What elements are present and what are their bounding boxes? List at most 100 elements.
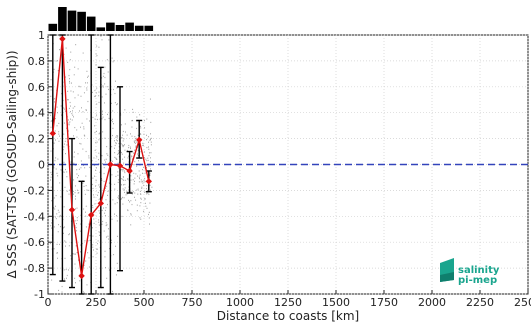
raw-point	[83, 126, 85, 128]
raw-point	[66, 144, 68, 146]
raw-point	[57, 112, 59, 114]
raw-point	[111, 119, 113, 122]
raw-point	[112, 88, 114, 91]
raw-point	[122, 203, 124, 205]
raw-point	[147, 165, 149, 167]
raw-point	[107, 190, 109, 193]
logo-line2: pi-mep	[458, 275, 497, 286]
raw-point	[146, 166, 147, 169]
raw-point	[96, 45, 98, 47]
raw-point	[118, 142, 120, 145]
raw-point	[131, 203, 133, 206]
raw-point	[64, 108, 66, 110]
raw-point	[135, 146, 137, 148]
raw-point	[111, 174, 113, 176]
raw-point	[144, 181, 146, 183]
raw-point	[54, 160, 56, 162]
raw-point	[134, 141, 136, 144]
raw-point	[112, 121, 114, 123]
raw-point	[121, 197, 123, 199]
raw-point	[85, 82, 86, 84]
raw-point	[138, 160, 139, 162]
raw-point	[74, 192, 76, 194]
raw-point	[57, 231, 59, 233]
raw-point	[82, 148, 84, 150]
histogram-bar	[144, 25, 154, 31]
raw-point	[141, 186, 143, 188]
raw-point	[116, 136, 118, 138]
raw-point	[130, 200, 132, 202]
raw-point	[63, 227, 64, 229]
raw-point	[114, 203, 116, 205]
raw-point	[131, 156, 133, 158]
raw-point	[69, 101, 71, 104]
raw-point	[150, 144, 152, 146]
raw-point	[123, 138, 125, 140]
raw-point	[127, 157, 129, 159]
raw-point	[83, 208, 85, 210]
raw-point	[141, 187, 143, 189]
raw-point	[88, 266, 90, 268]
raw-point	[99, 186, 101, 188]
raw-point	[108, 39, 110, 41]
raw-point	[98, 152, 100, 154]
raw-point	[112, 199, 114, 201]
raw-point	[123, 162, 125, 164]
raw-point	[122, 178, 124, 180]
raw-point	[116, 215, 118, 217]
series-point	[145, 178, 152, 185]
raw-point	[66, 277, 67, 279]
raw-point	[56, 125, 58, 127]
raw-point	[106, 59, 108, 61]
raw-point	[140, 193, 142, 195]
raw-point	[143, 133, 145, 135]
raw-point	[83, 92, 85, 94]
raw-point	[107, 194, 109, 196]
raw-point	[124, 109, 126, 111]
raw-point	[87, 75, 89, 77]
x-tick-label: 1750	[370, 296, 398, 309]
raw-point	[62, 149, 64, 151]
y-tick-label: -0.4	[24, 210, 45, 223]
raw-point	[148, 211, 150, 213]
raw-point	[67, 130, 69, 132]
raw-point	[83, 134, 85, 136]
raw-point	[101, 178, 102, 180]
raw-point	[81, 122, 83, 124]
raw-point	[132, 111, 134, 113]
raw-point	[127, 178, 129, 180]
raw-point	[102, 85, 104, 87]
raw-point	[132, 119, 134, 122]
raw-point	[78, 192, 80, 194]
raw-point	[98, 224, 100, 226]
raw-point	[68, 74, 70, 77]
raw-point	[101, 179, 103, 181]
raw-point	[92, 235, 94, 237]
raw-point	[65, 168, 66, 171]
raw-point	[61, 285, 63, 288]
raw-point	[130, 133, 131, 135]
raw-point	[95, 92, 97, 94]
raw-point	[55, 60, 57, 62]
raw-point	[93, 222, 95, 225]
raw-point	[122, 158, 124, 160]
raw-point	[114, 156, 116, 158]
raw-point	[116, 139, 117, 141]
raw-point	[146, 146, 148, 149]
raw-point	[128, 144, 130, 147]
raw-point	[115, 142, 117, 144]
raw-point	[122, 179, 124, 181]
raw-point	[146, 189, 148, 192]
raw-point	[76, 251, 78, 254]
raw-point	[124, 156, 126, 158]
raw-point	[130, 190, 132, 192]
raw-point	[117, 135, 119, 137]
raw-point	[143, 210, 145, 213]
raw-point	[79, 230, 81, 232]
raw-point	[124, 183, 126, 186]
raw-point	[102, 162, 104, 165]
raw-point	[73, 190, 74, 193]
raw-point	[63, 171, 65, 173]
raw-point	[146, 207, 148, 209]
raw-point	[150, 189, 151, 191]
